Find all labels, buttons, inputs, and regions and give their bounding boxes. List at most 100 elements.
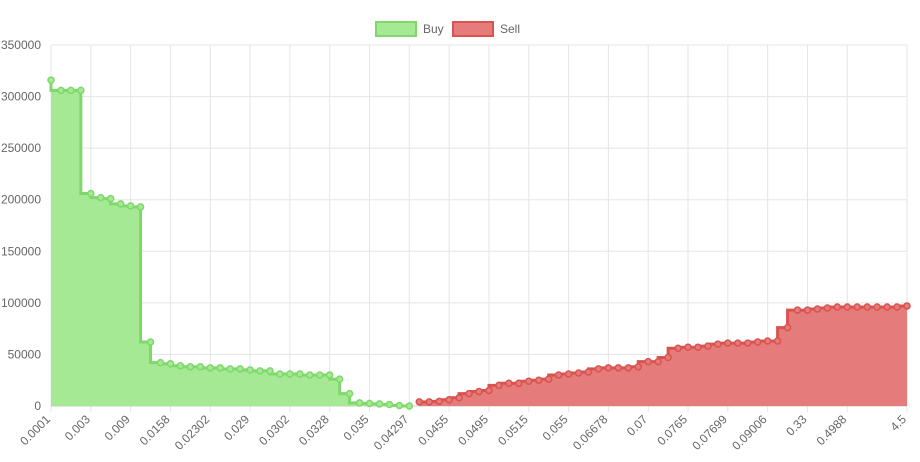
x-tick-label: 0.0495 — [455, 412, 491, 448]
point — [226, 365, 234, 373]
point — [485, 386, 493, 395]
y-tick-label: 250000 — [1, 141, 41, 155]
legend-swatch — [452, 21, 494, 37]
point — [624, 364, 633, 372]
point — [525, 377, 533, 385]
point — [763, 337, 772, 345]
point — [236, 365, 244, 373]
x-tick-label: 0.33 — [783, 412, 810, 439]
x-tick-label: 0.07699 — [689, 412, 730, 453]
point — [803, 306, 812, 314]
point — [694, 343, 702, 351]
point — [684, 343, 692, 351]
point — [724, 339, 732, 347]
point — [823, 304, 832, 312]
point — [186, 363, 195, 371]
point — [306, 371, 314, 379]
point — [843, 303, 852, 311]
point — [465, 389, 473, 398]
point — [216, 364, 224, 372]
point — [106, 194, 115, 203]
point — [355, 399, 364, 407]
y-tick-label: 50000 — [8, 347, 42, 361]
point — [634, 363, 643, 371]
point — [813, 305, 822, 313]
point — [604, 364, 613, 372]
point — [256, 367, 264, 375]
point — [435, 397, 443, 406]
legend-label: Sell — [500, 22, 520, 36]
point — [97, 193, 105, 202]
point — [47, 76, 55, 84]
point — [335, 375, 344, 383]
point — [246, 366, 254, 374]
point — [893, 303, 901, 311]
area-fill — [51, 80, 410, 406]
point — [554, 371, 563, 379]
x-tick-label: 0.4988 — [814, 412, 850, 448]
point — [276, 370, 284, 378]
point — [455, 393, 463, 402]
point — [743, 339, 752, 347]
point — [206, 364, 215, 372]
point — [286, 370, 294, 378]
x-tick-label: 0.0765 — [654, 412, 690, 448]
point — [614, 364, 623, 372]
point — [714, 340, 722, 348]
point — [385, 400, 394, 409]
point — [405, 402, 414, 410]
y-tick-label: 200000 — [1, 193, 41, 207]
x-tick-label: 0.003 — [62, 412, 93, 443]
point — [296, 370, 304, 378]
y-tick-label: 100000 — [1, 296, 41, 310]
point — [415, 398, 424, 406]
point — [863, 303, 871, 311]
point — [325, 371, 334, 379]
point — [564, 370, 573, 378]
y-tick-label: 150000 — [1, 244, 41, 258]
point — [475, 387, 483, 396]
point — [266, 367, 274, 375]
point — [315, 371, 324, 379]
point — [126, 202, 135, 210]
x-tick-label: 0.0455 — [415, 412, 451, 448]
x-tick-label: 4.5 — [887, 412, 909, 434]
x-tick-label: 0.02302 — [172, 412, 213, 453]
point — [674, 344, 682, 352]
point — [734, 339, 742, 347]
x-tick-label: 0.04297 — [371, 412, 412, 453]
x-tick-label: 0.0302 — [256, 412, 292, 448]
x-tick-label: 0.0515 — [495, 412, 531, 448]
x-tick-label: 0.009 — [102, 412, 133, 443]
point — [783, 323, 792, 332]
point — [445, 396, 453, 404]
y-tick-label: 300000 — [1, 90, 41, 104]
point — [87, 189, 95, 198]
point — [136, 203, 145, 211]
point — [116, 200, 125, 208]
point — [395, 401, 404, 410]
point — [773, 337, 782, 345]
point — [534, 376, 543, 384]
point — [77, 86, 85, 95]
point — [375, 400, 384, 408]
point — [495, 381, 503, 390]
point — [644, 357, 652, 366]
point — [883, 303, 891, 311]
x-tick-label: 0.0001 — [17, 412, 53, 448]
point — [146, 338, 155, 346]
point — [67, 86, 75, 95]
point — [853, 303, 861, 311]
point — [793, 306, 802, 314]
x-tick-label: 0.035 — [340, 412, 371, 443]
point — [544, 375, 553, 383]
point — [166, 359, 175, 368]
point — [584, 368, 593, 376]
y-tick-label: 0 — [34, 399, 41, 413]
point — [873, 303, 881, 311]
point — [654, 357, 662, 366]
point — [156, 358, 165, 367]
point — [57, 86, 65, 95]
y-tick-label: 350000 — [1, 38, 41, 52]
